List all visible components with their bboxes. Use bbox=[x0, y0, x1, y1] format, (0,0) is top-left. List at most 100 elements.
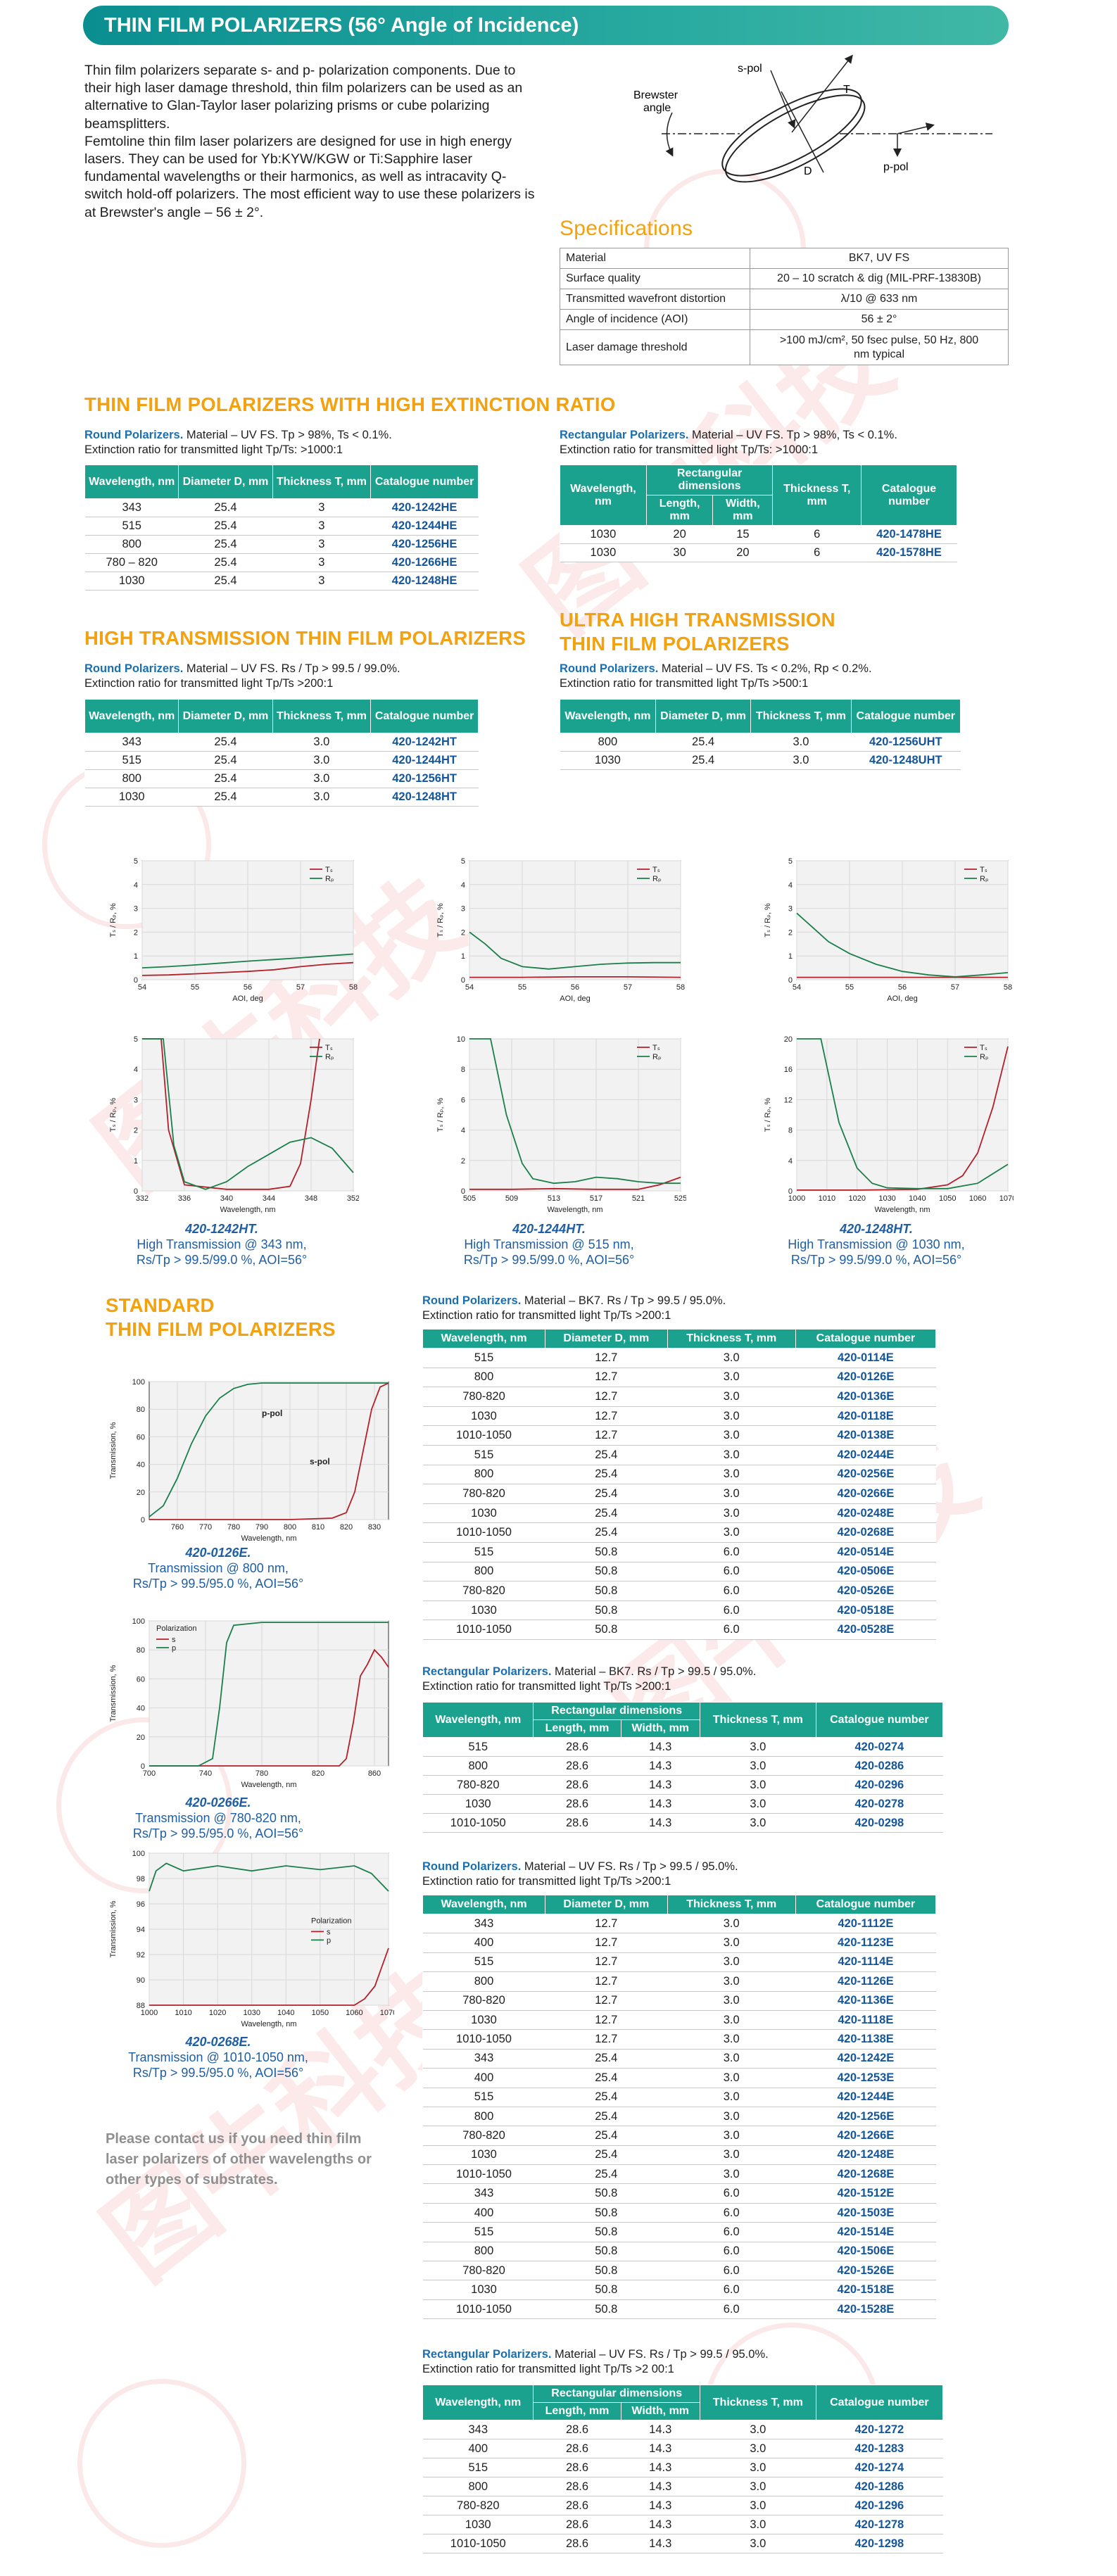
table-cell: 3 bbox=[272, 498, 371, 517]
table-cell: 3.0 bbox=[667, 1503, 796, 1524]
catalogue-number-cell: 420-1272 bbox=[816, 2420, 943, 2439]
col-header: Catalogue number bbox=[815, 2385, 944, 2420]
col-header: Catalogue number bbox=[795, 1895, 937, 1914]
col-header: Rectangular dimensions bbox=[533, 2385, 700, 2403]
x-tick-label: 352 bbox=[347, 1194, 359, 1203]
note-text: Extinction ratio for transmitted light T… bbox=[422, 1875, 671, 1888]
x-tick-label: 1020 bbox=[209, 2009, 226, 2017]
table-row: 800 25.4 3.0 420-0256E bbox=[422, 1465, 936, 1485]
table-cell: 50.8 bbox=[545, 2242, 668, 2262]
table-cell: 3.0 bbox=[667, 2068, 796, 2088]
series-line bbox=[469, 931, 681, 970]
table-cell: 515 bbox=[84, 517, 179, 536]
diagram-label-brewster: Brewster bbox=[633, 89, 679, 101]
table-cell: 50.8 bbox=[545, 1581, 668, 1601]
x-tick-label: 1040 bbox=[277, 2009, 294, 2017]
x-tick-label: 54 bbox=[138, 983, 146, 992]
table-cell: 1030 bbox=[422, 1406, 545, 1427]
table-cell: 3.0 bbox=[750, 751, 852, 770]
table-row: 1010-1050 12.7 3.0 420-1138E bbox=[422, 2029, 936, 2050]
table-cell: 3.0 bbox=[667, 1425, 796, 1446]
table-cell: 6.0 bbox=[667, 2261, 796, 2281]
table-cell: 50.8 bbox=[545, 1562, 668, 1582]
table-cell: 1010-1050 bbox=[422, 2029, 545, 2050]
series-line bbox=[149, 1622, 389, 1767]
table-cell: 3.0 bbox=[700, 2420, 816, 2439]
table-cell: 3 bbox=[272, 553, 371, 572]
col-header: Length, mm bbox=[533, 1719, 621, 1738]
table-cell: 800 bbox=[422, 1368, 545, 1388]
col-header: Thickness T, mm bbox=[699, 2385, 816, 2420]
x-tick-label: 830 bbox=[368, 1523, 381, 1532]
table-round-uht: Wavelength, nm Diameter D, mm Thickness T,… bbox=[560, 699, 961, 770]
x-tick-label: 58 bbox=[1004, 983, 1012, 992]
series-line bbox=[149, 1382, 389, 1520]
x-tick-label: 513 bbox=[548, 1194, 560, 1203]
catalogue-number-cell: 420-1242E bbox=[795, 2049, 936, 2069]
table-cell: 15 bbox=[712, 525, 773, 544]
col-header: Thickness T, mm bbox=[750, 699, 852, 733]
table-cell: 50.8 bbox=[545, 2222, 668, 2242]
legend-label: Rₚ bbox=[652, 875, 662, 883]
table-cell: 6.0 bbox=[667, 2203, 796, 2223]
catalogue-number-cell: 420-1266HE bbox=[370, 553, 479, 572]
spec-value: 56 ± 2° bbox=[750, 309, 1009, 330]
spec-value: λ/10 @ 633 nm bbox=[750, 289, 1009, 310]
col-header: Wavelength, nm bbox=[560, 465, 647, 526]
catalogue-number-cell: 420-0244E bbox=[795, 1445, 936, 1465]
note-text: Material – UV FS. Rs / Tp > 99.5 / 95.0%… bbox=[521, 1860, 738, 1873]
caption-line: Transmission @ 800 nm, bbox=[148, 1561, 289, 1575]
intro-paragraph-1: Thin film polarizers separate s- and p- … bbox=[84, 63, 523, 132]
table-row: 800 50.8 6.0 420-0506E bbox=[422, 1562, 936, 1582]
table-cell: 25.4 bbox=[545, 2126, 668, 2146]
x-tick-label: 348 bbox=[305, 1194, 317, 1203]
chart-3: 0 1 2 3 4 5 332 336 340 344 348 352 Wavelength, nm Tₛ… bbox=[109, 1035, 359, 1214]
x-tick-label: 54 bbox=[793, 983, 801, 992]
table-row: 1030 20 15 6 420-1478HE bbox=[560, 525, 957, 544]
table-cell: 50.8 bbox=[545, 1620, 668, 1640]
table-cell: 3.0 bbox=[700, 2515, 816, 2534]
caption-1242ht: 420-1242HT. High Transmission @ 343 nm, Rs… bbox=[106, 1221, 338, 1268]
note-label: Round Polarizers. bbox=[84, 662, 184, 675]
table-cell: 12.7 bbox=[545, 1425, 668, 1446]
table-cell: 25.4 bbox=[178, 788, 273, 807]
note-round-ht: Round Polarizers. Material – UV FS. Rs /… bbox=[84, 662, 542, 691]
table-cell: 6.0 bbox=[667, 1562, 796, 1582]
table-cell: 28.6 bbox=[533, 1775, 621, 1795]
note-tableC: Round Polarizers. Material – UV FS. Rs /… bbox=[422, 1860, 957, 1889]
catalogue-number-cell: 420-0248E bbox=[795, 1503, 936, 1524]
note-text: Extinction ratio for transmitted light T… bbox=[422, 2363, 674, 2375]
table-cell: 25.4 bbox=[545, 2164, 668, 2185]
plot-area bbox=[149, 1381, 389, 1520]
x-tick-label: 810 bbox=[312, 1523, 324, 1532]
table-cell: 28.6 bbox=[533, 2458, 621, 2477]
x-axis-label: AOI, deg bbox=[560, 995, 590, 1003]
table-cell: 1010-1050 bbox=[422, 1620, 545, 1640]
x-tick-label: 1060 bbox=[969, 1194, 986, 1203]
table-row: 515 25.4 3.0 420-1244E bbox=[422, 2088, 936, 2107]
col-header: Rectangular dimensions bbox=[533, 1702, 700, 1720]
table-cell: 3.0 bbox=[667, 1914, 796, 1934]
series-annotation: p-pol bbox=[262, 1408, 282, 1418]
table-cell: 3.0 bbox=[750, 733, 852, 752]
catalogue-number-cell: 420-1242HT bbox=[370, 733, 479, 752]
note-label: Round Polarizers. bbox=[560, 662, 659, 675]
spec-value: 20 – 10 scratch & dig (MIL-PRF-13830B) bbox=[750, 268, 1009, 289]
table-cell: 3.0 bbox=[700, 2477, 816, 2496]
table-cell: 515 bbox=[422, 1542, 545, 1562]
catalogue-number-cell: 420-1506E bbox=[795, 2242, 936, 2262]
table-row: 800 12.7 3.0 420-1126E bbox=[422, 1971, 936, 1992]
table-cell: 400 bbox=[422, 1933, 545, 1953]
legend-title: Polarization bbox=[156, 1624, 196, 1633]
y-tick-label: 100 bbox=[132, 1617, 145, 1626]
table-cell: 25.4 bbox=[545, 2068, 668, 2088]
y-tick-label: 2 bbox=[134, 928, 138, 937]
table-cell: 3.0 bbox=[667, 1465, 796, 1485]
table-cell: 3.0 bbox=[272, 769, 371, 788]
y-axis-label: Tₛ / Rₚ, % bbox=[436, 1098, 445, 1132]
table-cell: 12.7 bbox=[545, 2010, 668, 2031]
table-cell: 14.3 bbox=[621, 2534, 700, 2553]
x-tick-label: 700 bbox=[143, 1769, 156, 1778]
table-row: 800 25.4 3.0 420-1256E bbox=[422, 2107, 936, 2127]
